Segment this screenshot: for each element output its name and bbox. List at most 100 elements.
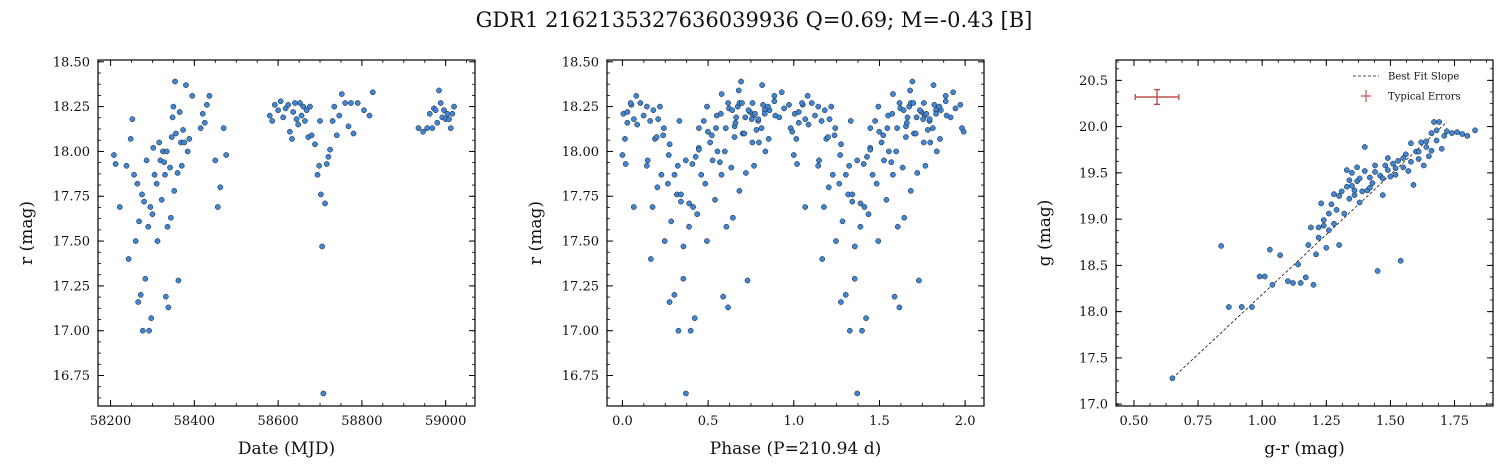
timeseries-x-tick-label: 59000 [425,414,466,429]
phase-data-point [942,98,949,105]
color-magnitude-data-point [1359,188,1366,195]
phase-data-point [914,170,921,176]
phase-data-point [714,148,721,155]
timeseries-data-point [280,114,286,121]
phase-data-point [713,125,719,131]
phase-data-point [896,100,903,106]
phase-data-point [910,100,917,106]
timeseries-data-point [180,127,186,133]
color-magnitude-y-tick-label: 18.0 [1079,305,1108,320]
phase-data-point [704,103,710,110]
timeseries-data-point [307,103,313,110]
phase-data-point [749,139,756,146]
timeseries-data-point [137,291,144,298]
phase-data-point [778,89,785,96]
timeseries-data-point [154,238,161,244]
color-magnitude-data-point [1305,242,1312,248]
phase-data-point [678,198,684,205]
color-magnitude-data-point [1423,138,1430,145]
phase-data-point [630,204,637,210]
timeseries-data-point [317,118,323,124]
timeseries-data-point [148,315,155,322]
phase-data-point [707,139,714,146]
timeseries-data-point [174,170,181,176]
timeseries-data-point [366,112,373,119]
phase-data-point [694,211,701,218]
color-magnitude-data-point [1315,224,1322,231]
color-magnitude-panel: 0.50 0.75 1.00 1.25 1.50 1.75 17.0 17.5 18.0 18.5… [1035,59,1494,459]
timeseries-data-point [277,98,284,105]
timeseries-data-point [181,139,188,146]
color-magnitude-data-point [1323,244,1330,251]
phase-y-tick-label: 17.00 [562,324,599,339]
color-magnitude-data-point [1415,148,1422,155]
timeseries-data-point [292,100,298,106]
phase-data-point [736,188,743,194]
timeseries-data-point [173,130,179,137]
phase-data-point [933,148,940,155]
phase-data-point [741,130,748,137]
phase-data-point [696,125,702,131]
phase-data-point [765,136,772,142]
phase-data-point [931,101,938,108]
phase-data-point [686,200,692,207]
timeseries-data-point [420,128,426,135]
timeseries-data-point [189,93,196,99]
timeseries-data-point [266,112,273,119]
color-magnitude-data-point [1225,304,1232,310]
color-magnitude-data-point [1331,220,1337,227]
color-magnitude-x-tick-label: 1.75 [1440,414,1469,429]
phase-data-point [640,112,647,119]
phase-data-point [891,293,898,300]
timeseries-data-point [134,180,141,187]
color-magnitude-data-point [1431,119,1437,125]
timeseries-data-point [446,116,452,123]
phase-data-point [920,139,927,146]
color-magnitude-data-point [1400,155,1407,161]
color-magnitude-data-point [1433,137,1440,144]
phase-data-point [781,105,787,112]
timeseries-data-point [336,112,343,119]
color-magnitude-data-point [1297,280,1304,286]
timeseries-data-point [333,132,340,139]
legend-label-best-fit: Best Fit Slope [1388,72,1459,83]
phase-data-point [821,204,827,210]
phase-data-point [854,157,861,164]
timeseries-y-tick-label: 18.00 [53,145,90,160]
phase-data-point [821,107,828,114]
phase-data-point [795,119,802,126]
color-magnitude-data-point [1428,130,1435,136]
phase-data-point [733,114,740,121]
phase-data-point [901,214,908,221]
color-magnitude-y-axis-label: g (mag) [1035,200,1055,267]
phase-data-point [738,78,744,85]
phase-data-point [666,299,673,305]
phase-data-point [894,125,900,131]
color-magnitude-data-point [1379,175,1386,182]
phase-data-point [704,238,710,244]
phase-data-point [647,118,653,124]
timeseries-data-point [322,200,328,207]
color-magnitude-x-tick-label: 0.75 [1184,414,1213,429]
timeseries-data-point [197,125,204,131]
timeseries-data-point [308,132,315,139]
timeseries-data-point [300,103,307,110]
phase-y-tick-label: 17.25 [562,279,599,294]
phase-data-point [665,152,672,158]
color-magnitude-data-point [1441,133,1448,139]
phase-data-point [857,200,864,207]
timeseries-y-tick-label: 17.25 [53,279,90,294]
phase-data-point [731,134,738,140]
phase-data-point [786,101,792,108]
timeseries-data-point [163,148,170,155]
timeseries-data-point [123,162,130,169]
phase-x-tick-label: 0.0 [612,414,633,429]
color-magnitude-typical-error [1134,88,1180,106]
color-magnitude-data-point [1395,157,1401,164]
phase-data-point [907,87,913,94]
timeseries-data-point [111,152,117,158]
phase-data-point [653,134,660,140]
color-magnitude-data-point [1433,127,1440,134]
phase-data-point [884,125,891,131]
phase-data-point [829,171,836,178]
